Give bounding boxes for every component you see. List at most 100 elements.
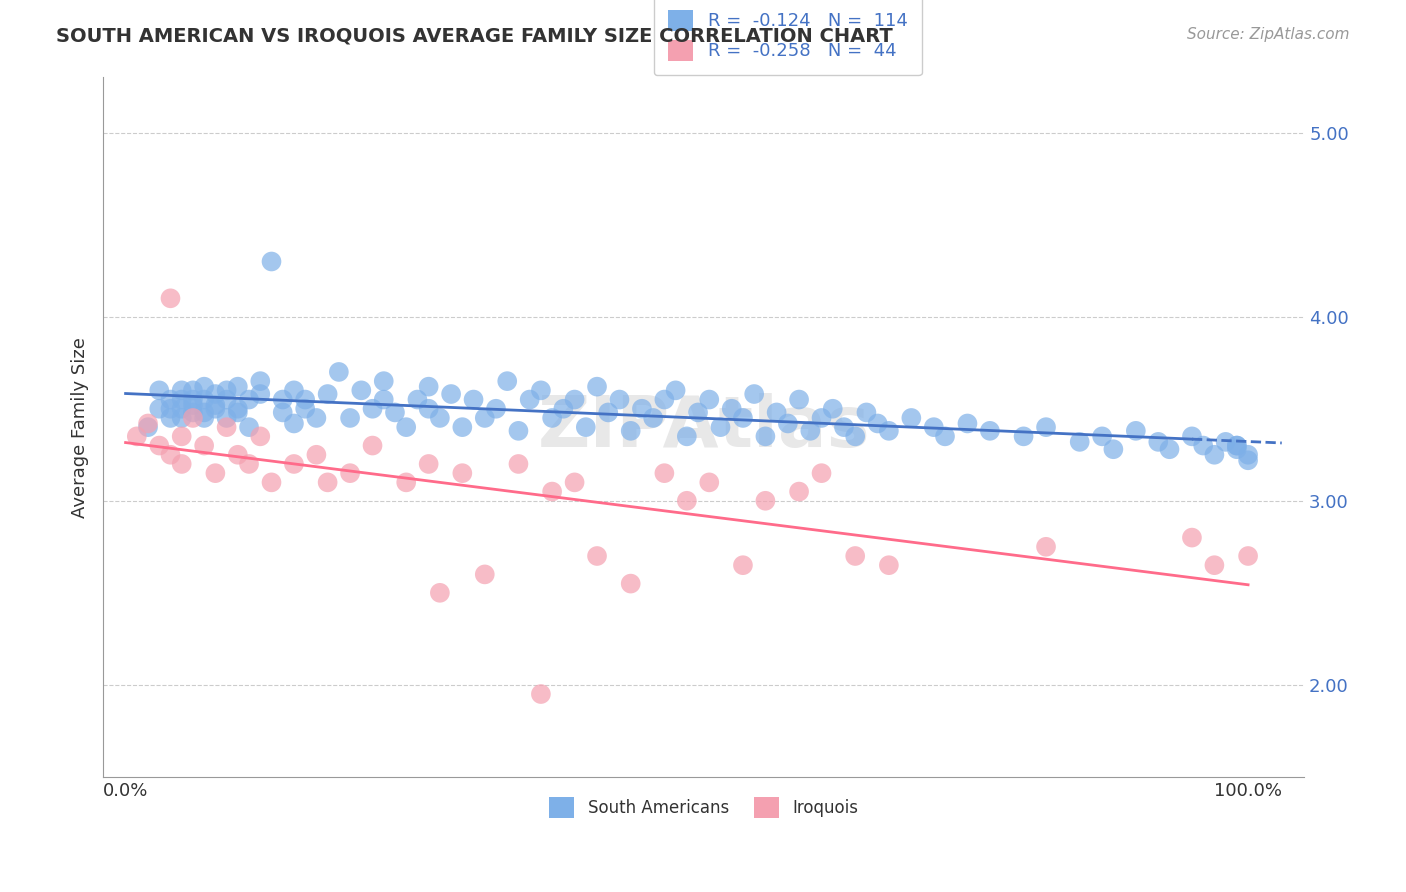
Point	[170, 411, 193, 425]
Point	[361, 439, 384, 453]
Point	[564, 475, 586, 490]
Point	[810, 466, 832, 480]
Point	[1204, 558, 1226, 573]
Point	[271, 392, 294, 407]
Point	[620, 576, 643, 591]
Point	[170, 384, 193, 398]
Point	[765, 405, 787, 419]
Point	[148, 384, 170, 398]
Point	[564, 392, 586, 407]
Point	[181, 392, 204, 407]
Point	[181, 411, 204, 425]
Point	[643, 411, 665, 425]
Point	[294, 401, 316, 416]
Point	[249, 374, 271, 388]
Point	[226, 379, 249, 393]
Point	[181, 398, 204, 412]
Point	[125, 429, 148, 443]
Point	[508, 457, 530, 471]
Point	[170, 392, 193, 407]
Point	[159, 291, 181, 305]
Point	[294, 392, 316, 407]
Point	[654, 392, 676, 407]
Point	[429, 411, 451, 425]
Point	[654, 466, 676, 480]
Point	[159, 392, 181, 407]
Point	[238, 420, 260, 434]
Point	[1226, 439, 1249, 453]
Text: Source: ZipAtlas.com: Source: ZipAtlas.com	[1187, 27, 1350, 42]
Point	[193, 405, 215, 419]
Point	[148, 439, 170, 453]
Point	[1159, 442, 1181, 457]
Point	[260, 254, 283, 268]
Point	[665, 384, 688, 398]
Point	[215, 384, 238, 398]
Point	[844, 549, 866, 563]
Point	[136, 420, 159, 434]
Point	[496, 374, 519, 388]
Point	[193, 411, 215, 425]
Point	[215, 392, 238, 407]
Point	[451, 420, 474, 434]
Point	[598, 405, 620, 419]
Point	[877, 558, 900, 573]
Point	[418, 401, 440, 416]
Point	[541, 411, 564, 425]
Point	[283, 417, 305, 431]
Point	[934, 429, 956, 443]
Point	[776, 417, 799, 431]
Point	[159, 448, 181, 462]
Point	[631, 401, 654, 416]
Point	[215, 411, 238, 425]
Point	[1181, 429, 1204, 443]
Point	[181, 405, 204, 419]
Point	[541, 484, 564, 499]
Point	[1012, 429, 1035, 443]
Point	[1226, 439, 1249, 453]
Point	[193, 392, 215, 407]
Point	[1237, 549, 1260, 563]
Point	[474, 567, 496, 582]
Point	[170, 401, 193, 416]
Point	[204, 398, 226, 412]
Point	[1069, 434, 1091, 449]
Point	[328, 365, 350, 379]
Point	[754, 493, 776, 508]
Point	[406, 392, 429, 407]
Point	[204, 401, 226, 416]
Point	[530, 687, 553, 701]
Point	[418, 457, 440, 471]
Point	[283, 384, 305, 398]
Point	[1035, 540, 1057, 554]
Point	[170, 457, 193, 471]
Point	[519, 392, 541, 407]
Point	[373, 374, 395, 388]
Point	[305, 411, 328, 425]
Point	[676, 493, 699, 508]
Point	[339, 411, 361, 425]
Point	[136, 417, 159, 431]
Point	[451, 466, 474, 480]
Point	[754, 429, 776, 443]
Point	[731, 558, 754, 573]
Point	[305, 448, 328, 462]
Point	[193, 379, 215, 393]
Point	[697, 392, 720, 407]
Point	[956, 417, 979, 431]
Point	[159, 411, 181, 425]
Point	[586, 379, 609, 393]
Point	[395, 420, 418, 434]
Point	[810, 411, 832, 425]
Point	[686, 405, 709, 419]
Point	[1226, 442, 1249, 457]
Point	[720, 401, 742, 416]
Point	[1091, 429, 1114, 443]
Text: SOUTH AMERICAN VS IROQUOIS AVERAGE FAMILY SIZE CORRELATION CHART: SOUTH AMERICAN VS IROQUOIS AVERAGE FAMIL…	[56, 27, 893, 45]
Point	[429, 586, 451, 600]
Point	[922, 420, 945, 434]
Point	[1125, 424, 1147, 438]
Point	[742, 387, 765, 401]
Point	[866, 417, 889, 431]
Point	[575, 420, 598, 434]
